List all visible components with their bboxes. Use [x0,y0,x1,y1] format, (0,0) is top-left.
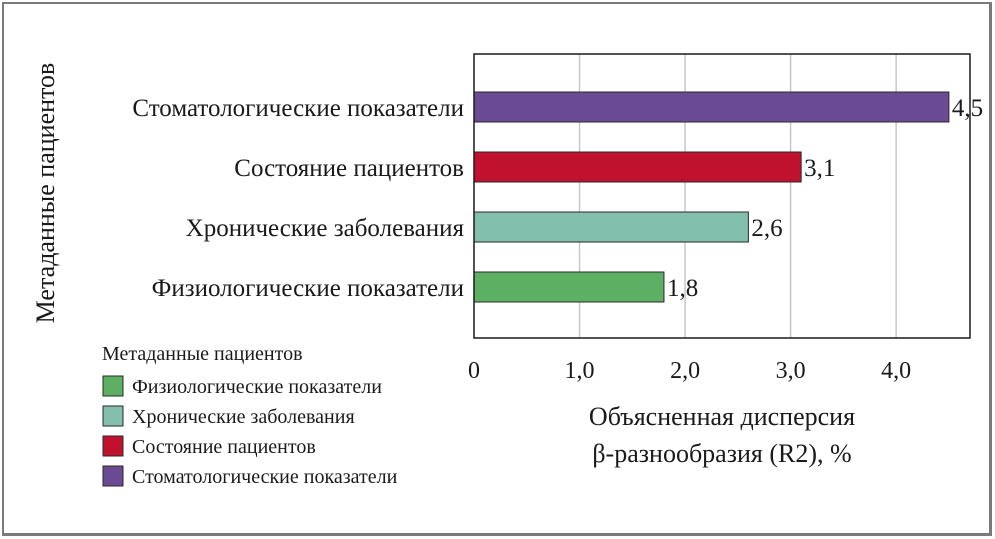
x-tick-label: 4,0 [881,358,911,384]
legend: Физиологические показатели Хронические за… [102,375,398,488]
category-label: Хронические заболевания [186,215,465,242]
x-tick-label: 0 [468,358,480,384]
category-labels: Стоматологические показатели Состояние па… [132,95,464,302]
x-tick-labels: 0 1,0 2,0 3,0 4,0 [468,358,911,384]
x-tick-label: 2,0 [670,358,700,384]
category-label: Состояние пациентов [234,155,464,182]
plot-area-border [473,53,971,339]
bars [473,91,950,303]
category-label: Стоматологические показатели [132,95,464,122]
bar-4 [473,271,665,303]
legend-swatch [102,435,124,457]
y-axis-label: Метаданные пациентов [31,63,60,324]
x-axis-label-line-2: β-разнообразия (R2), % [592,439,851,468]
value-label: 3,1 [804,155,835,182]
bar-1 [473,91,950,123]
x-axis-label-line-1: Объясненная дисперсия [589,402,855,431]
value-label: 4,5 [952,95,983,122]
legend-label: Стоматологические показатели [132,466,398,488]
legend-title: Метаданные пациентов [102,343,303,365]
x-tick-label: 3,0 [776,358,806,384]
legend-swatch [102,465,124,487]
x-tick-label: 1,0 [565,358,595,384]
value-labels: 4,5 3,1 2,6 1,8 [667,95,983,302]
value-label: 2,6 [751,215,782,242]
bar-2 [473,151,802,183]
value-label: 1,8 [667,275,698,302]
legend-swatch [102,405,124,427]
legend-label: Физиологические показатели [132,376,382,398]
category-label: Физиологические показатели [152,275,464,302]
bar-3 [473,211,749,243]
legend-label: Хронические заболевания [132,406,355,428]
legend-swatch [102,375,124,397]
legend-label: Состояние пациентов [132,436,316,458]
